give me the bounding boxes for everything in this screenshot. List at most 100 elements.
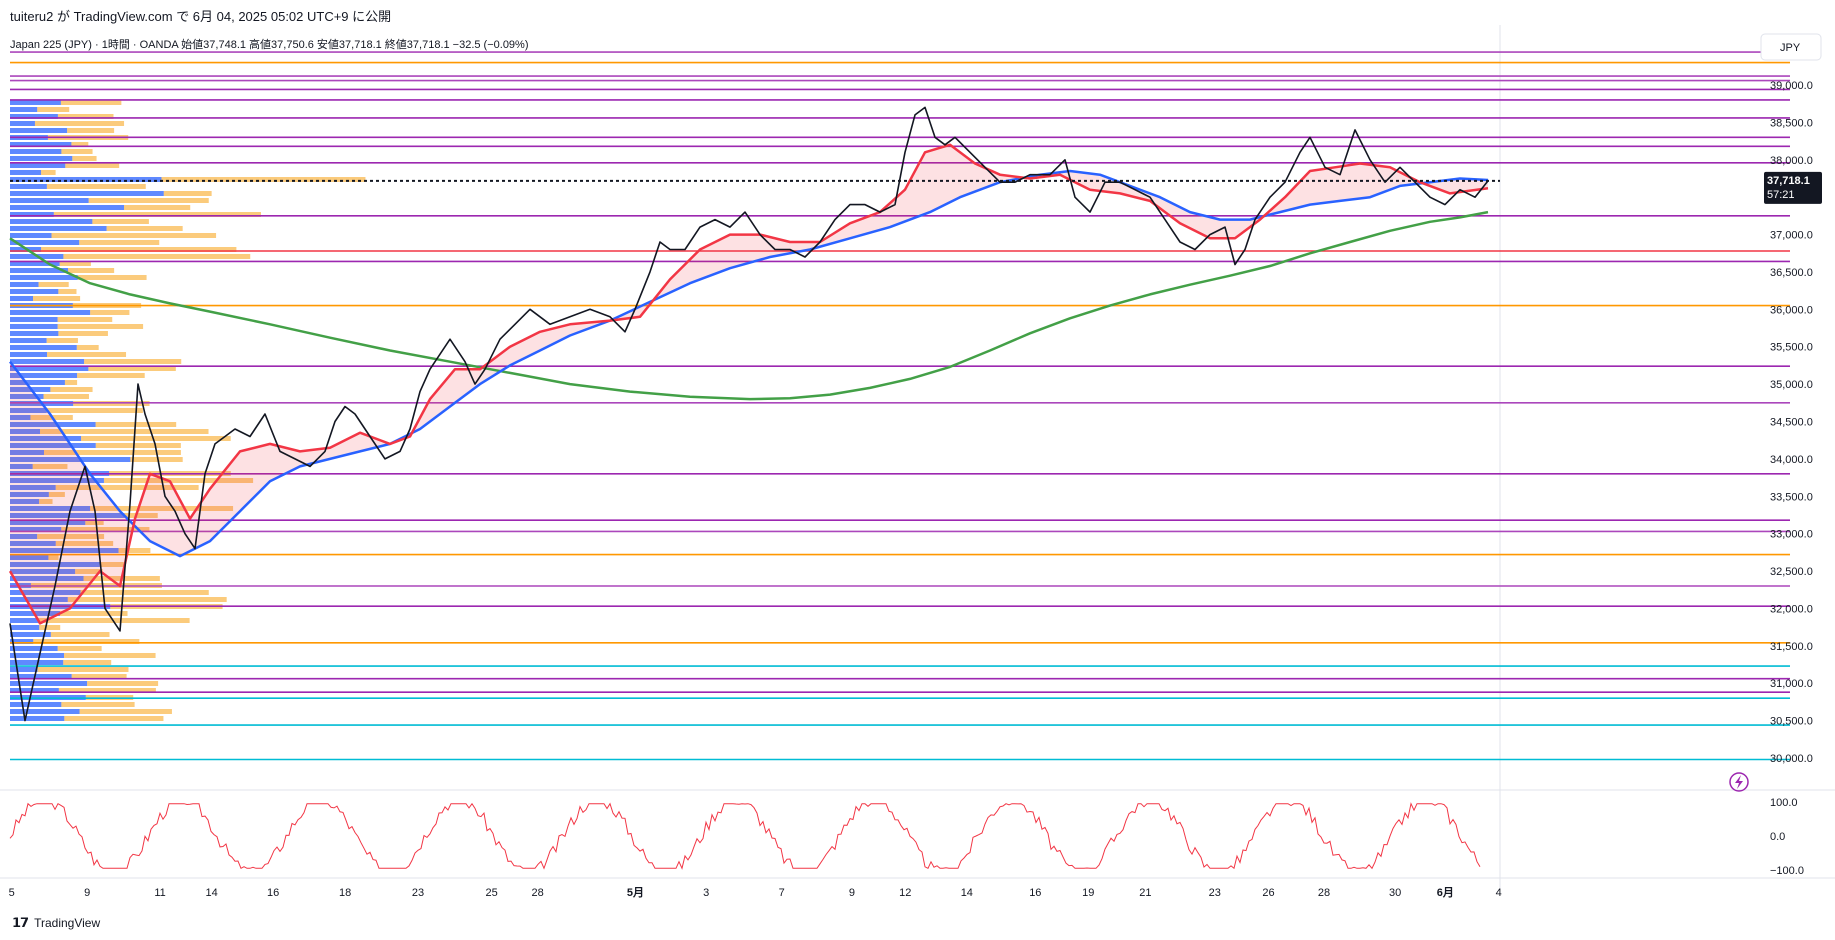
volume-profile-bar-down	[37, 534, 105, 539]
volume-profile-bar-up	[10, 709, 80, 714]
volume-profile-bar-down	[63, 254, 251, 259]
volume-profile-bar-up	[10, 156, 73, 161]
sma-long-line	[9, 210, 1489, 401]
volume-profile-bar-up	[10, 296, 34, 301]
volume-profile-bar-down	[58, 331, 108, 336]
volume-profile-bar-down	[41, 170, 56, 175]
oscillator-tick-label: −100.0	[1770, 865, 1804, 877]
time-tick-label: 9	[84, 887, 90, 899]
volume-profile-bar-down	[41, 247, 237, 252]
symbol-legend: Japan 225 (JPY) · 1時間 · OANDA 始値37,748.1…	[10, 39, 529, 51]
volume-profile-bar-down	[90, 506, 234, 511]
volume-profile-bar-up	[10, 541, 56, 546]
volume-profile-bar-down	[88, 366, 176, 371]
price-tick-label: 35,000.0	[1770, 379, 1813, 391]
volume-profile-bar-up	[10, 268, 68, 273]
volume-profile-bar-down	[67, 268, 115, 273]
volume-profile-bar-up	[10, 233, 52, 238]
volume-profile-bar-up	[10, 450, 45, 455]
time-tick-label: 21	[1139, 887, 1151, 899]
tradingview-logo[interactable]: 𝟭𝟳 TradingView	[12, 915, 100, 931]
volume-profile-bar-down	[37, 107, 70, 112]
volume-profile-bar-up	[10, 359, 85, 364]
volume-profile-bar-up	[10, 576, 84, 581]
volume-profile-bar-up	[10, 100, 61, 105]
price-tick-label: 38,500.0	[1770, 117, 1813, 129]
volume-profile-bar-down	[57, 646, 102, 651]
volume-profile-bar-up	[10, 632, 51, 637]
volume-profile-bar-up	[10, 142, 72, 147]
tradingview-logo-text: TradingView	[34, 916, 101, 930]
oscillator-line	[9, 802, 1481, 870]
volume-profile-bar-up	[10, 429, 41, 434]
volume-profile-bar-down	[33, 296, 81, 301]
volume-profile-bar-down	[64, 653, 156, 658]
volume-profile-bar-up	[10, 485, 56, 490]
volume-profile-bar-up	[10, 527, 62, 532]
oscillator-tick-label: 100.0	[1770, 797, 1798, 809]
volume-profile-bar-up	[10, 674, 72, 679]
currency-label: JPY	[1780, 42, 1801, 54]
volume-profile-bar-up	[10, 240, 80, 245]
volume-profile-bar-down	[79, 709, 172, 714]
volume-profile-bar-down	[53, 212, 261, 217]
volume-profile-bar-down	[88, 198, 209, 203]
volume-profile-bar-down	[46, 338, 78, 343]
price-tick-label: 32,000.0	[1770, 603, 1813, 615]
price-tick-label: 36,500.0	[1770, 267, 1813, 279]
time-tick-label: 30	[1389, 887, 1401, 899]
volume-profile-bar-down	[57, 317, 113, 322]
ema-band-fill	[10, 144, 1488, 624]
volume-profile-bar-down	[59, 261, 91, 266]
volume-profile-bar-down	[95, 443, 181, 448]
volume-profile-bar-up	[10, 331, 59, 336]
volume-profile-bar-down	[64, 716, 164, 721]
price-tick-label: 35,500.0	[1770, 342, 1813, 354]
volume-profile-bar-down	[61, 149, 93, 154]
time-tick-label: 5月	[627, 886, 644, 899]
time-tick-label: 18	[339, 887, 351, 899]
lightning-icon[interactable]	[1729, 772, 1749, 792]
price-tick-label: 39,000.0	[1770, 80, 1813, 92]
volume-profile-bar-down	[64, 380, 78, 385]
time-tick-label: 6月	[1437, 886, 1454, 899]
volume-profile-bar-down	[85, 520, 104, 525]
volume-profile-bar-up	[10, 478, 104, 483]
price-tick-label: 38,000.0	[1770, 155, 1813, 167]
time-tick-label: 16	[1029, 887, 1041, 899]
volume-profile-bar-down	[60, 100, 122, 105]
volume-profile-bar-down	[67, 128, 115, 133]
volume-profile-bar-down	[75, 569, 103, 574]
volume-profile-bar-down	[60, 611, 128, 616]
volume-profile-bar-up	[10, 205, 125, 210]
volume-profile-bar-up	[10, 464, 33, 469]
volume-profile-bar-down	[76, 345, 99, 350]
volume-profile-bar-up	[10, 590, 81, 595]
price-line	[9, 106, 1489, 722]
volume-profile-bar-up	[10, 261, 60, 266]
volume-profile-bar-down	[90, 310, 130, 315]
volume-profile-bar-up	[10, 408, 47, 413]
volume-profile-bar-down	[71, 674, 127, 679]
volume-profile-bar-down	[37, 667, 129, 672]
volume-profile-bar-up	[10, 639, 34, 644]
volume-profile-bar-up	[10, 212, 54, 217]
volume-profile-bar-up	[10, 660, 64, 665]
volume-profile-bar-up	[10, 366, 89, 371]
bar-countdown: 57:21	[1767, 189, 1795, 201]
volume-profile-bar-down	[99, 562, 124, 567]
volume-profile-bar-up	[10, 317, 58, 322]
volume-profile-bar-down	[43, 394, 89, 399]
indicator-lines	[8, 106, 1489, 722]
volume-profile-bar-down	[55, 541, 114, 546]
time-tick-label: 23	[412, 887, 424, 899]
price-tick-label: 30,000.0	[1770, 753, 1813, 765]
volume-profile-bar-up	[10, 282, 39, 287]
volume-profile-bar-down	[38, 282, 69, 287]
time-tick-label: 3	[703, 887, 709, 899]
volume-profile-bar-down	[130, 457, 183, 462]
volume-profile-bar-up	[10, 534, 38, 539]
volume-profile-bar-up	[10, 625, 40, 630]
volume-profile-bar-up	[10, 597, 68, 602]
